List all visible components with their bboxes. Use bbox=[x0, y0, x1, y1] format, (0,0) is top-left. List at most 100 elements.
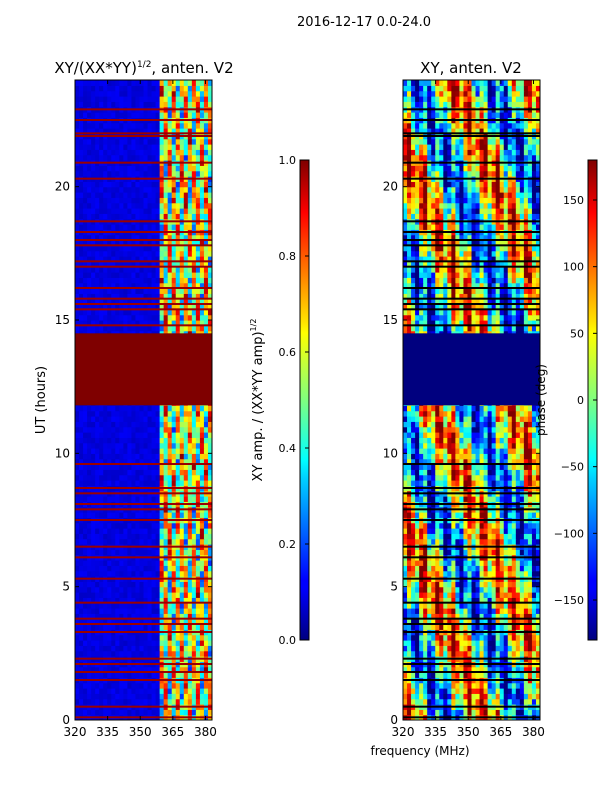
heatmap-cell bbox=[75, 512, 80, 518]
heatmap-cell bbox=[139, 282, 145, 289]
heatmap-cell bbox=[535, 618, 540, 625]
heatmap-cell bbox=[131, 192, 137, 198]
heatmap-cell bbox=[183, 565, 189, 572]
heatmap-cell bbox=[103, 90, 108, 97]
heatmap-cell bbox=[203, 613, 209, 620]
heatmap-cell bbox=[191, 698, 197, 705]
heatmap-cell bbox=[143, 320, 149, 326]
heatmap-cell bbox=[191, 448, 197, 454]
heatmap-cell bbox=[207, 432, 212, 438]
heatmap-cell bbox=[199, 421, 205, 428]
heatmap-cell bbox=[431, 698, 436, 705]
heatmap-cell bbox=[203, 693, 209, 700]
heatmap-cell bbox=[459, 592, 465, 598]
heatmap-cell bbox=[195, 170, 201, 177]
heatmap-cell bbox=[523, 613, 529, 620]
heatmap-cell bbox=[207, 597, 212, 604]
heatmap-cell bbox=[103, 597, 108, 604]
heatmap-cell bbox=[111, 208, 116, 214]
heatmap-cell bbox=[459, 709, 465, 716]
heatmap-cell bbox=[155, 496, 161, 502]
heatmap-cell bbox=[79, 549, 84, 556]
flagged-line bbox=[75, 508, 212, 511]
heatmap-cell bbox=[87, 560, 92, 566]
heatmap-cell bbox=[143, 565, 149, 572]
heatmap-cell bbox=[91, 442, 96, 449]
heatmap-cell bbox=[123, 442, 128, 449]
heatmap-cell bbox=[171, 304, 177, 310]
heatmap-cell bbox=[175, 698, 181, 705]
heatmap-cell bbox=[79, 624, 84, 630]
heatmap-cell bbox=[183, 288, 189, 294]
heatmap-cell bbox=[423, 597, 428, 604]
heatmap-cell bbox=[155, 538, 161, 545]
heatmap-cell bbox=[111, 101, 116, 108]
heatmap-cell bbox=[147, 613, 153, 620]
heatmap-cell bbox=[95, 586, 100, 593]
heatmap-cell bbox=[75, 602, 80, 609]
heatmap-cell bbox=[207, 314, 212, 321]
heatmap-cell bbox=[75, 266, 80, 273]
heatmap-cell bbox=[127, 538, 133, 545]
heatmap-cell bbox=[171, 314, 177, 321]
heatmap-cell bbox=[187, 314, 193, 321]
heatmap-cell bbox=[87, 538, 92, 545]
heatmap-cell bbox=[207, 416, 212, 422]
heatmap-cell bbox=[171, 293, 177, 300]
heatmap-cell bbox=[171, 672, 177, 678]
heatmap-cell bbox=[127, 282, 133, 289]
heatmap-cell bbox=[123, 432, 128, 438]
heatmap-cell bbox=[75, 528, 80, 534]
heatmap-cell bbox=[159, 197, 165, 204]
heatmap-cell bbox=[151, 250, 157, 257]
heatmap-cell bbox=[151, 624, 157, 630]
heatmap-cell bbox=[139, 469, 145, 476]
heatmap-cell bbox=[151, 240, 157, 246]
heatmap-cell bbox=[131, 618, 137, 625]
heatmap-cell bbox=[195, 693, 201, 700]
heatmap-cell bbox=[123, 186, 128, 193]
heatmap-cell bbox=[151, 634, 157, 641]
heatmap-cell bbox=[455, 592, 461, 598]
heatmap-cell bbox=[131, 122, 137, 129]
heatmap-cell bbox=[155, 405, 161, 412]
heatmap-cell bbox=[127, 448, 133, 454]
heatmap-cell bbox=[183, 320, 189, 326]
heatmap-cell bbox=[75, 416, 80, 422]
heatmap-cell bbox=[135, 538, 141, 545]
heatmap-cell bbox=[147, 693, 153, 700]
heatmap-cell bbox=[175, 320, 181, 326]
heatmap-cell bbox=[503, 650, 509, 657]
heatmap-cell bbox=[107, 314, 112, 321]
heatmap-cell bbox=[107, 453, 112, 460]
heatmap-cell bbox=[127, 245, 133, 252]
heatmap-cell bbox=[187, 672, 193, 678]
heatmap-cell bbox=[83, 181, 88, 188]
heatmap-cell bbox=[143, 682, 149, 689]
heatmap-cell bbox=[487, 602, 493, 609]
heatmap-cell bbox=[207, 261, 212, 268]
heatmap-cell bbox=[155, 112, 161, 118]
heatmap-cell bbox=[183, 538, 189, 545]
heatmap-cell bbox=[79, 464, 84, 470]
heatmap-cell bbox=[99, 666, 104, 673]
heatmap-cell bbox=[155, 634, 161, 641]
heatmap-cell bbox=[91, 272, 96, 278]
heatmap-cell bbox=[123, 405, 128, 412]
heatmap-cell bbox=[91, 448, 96, 454]
heatmap-cell bbox=[83, 128, 88, 134]
heatmap-cell bbox=[479, 602, 485, 609]
heatmap-cell bbox=[127, 432, 133, 438]
heatmap-cell bbox=[203, 549, 209, 556]
heatmap-cell bbox=[91, 426, 96, 433]
heatmap-cell bbox=[83, 197, 88, 204]
heatmap-cell bbox=[203, 298, 209, 305]
heatmap-cell bbox=[83, 448, 88, 454]
heatmap-cell bbox=[87, 512, 92, 518]
heatmap-cell bbox=[207, 245, 212, 252]
heatmap-cell bbox=[131, 565, 137, 572]
heatmap-cell bbox=[403, 592, 408, 598]
heatmap-cell bbox=[175, 608, 181, 614]
heatmap-cell bbox=[179, 437, 185, 444]
heatmap-cell bbox=[135, 154, 141, 161]
